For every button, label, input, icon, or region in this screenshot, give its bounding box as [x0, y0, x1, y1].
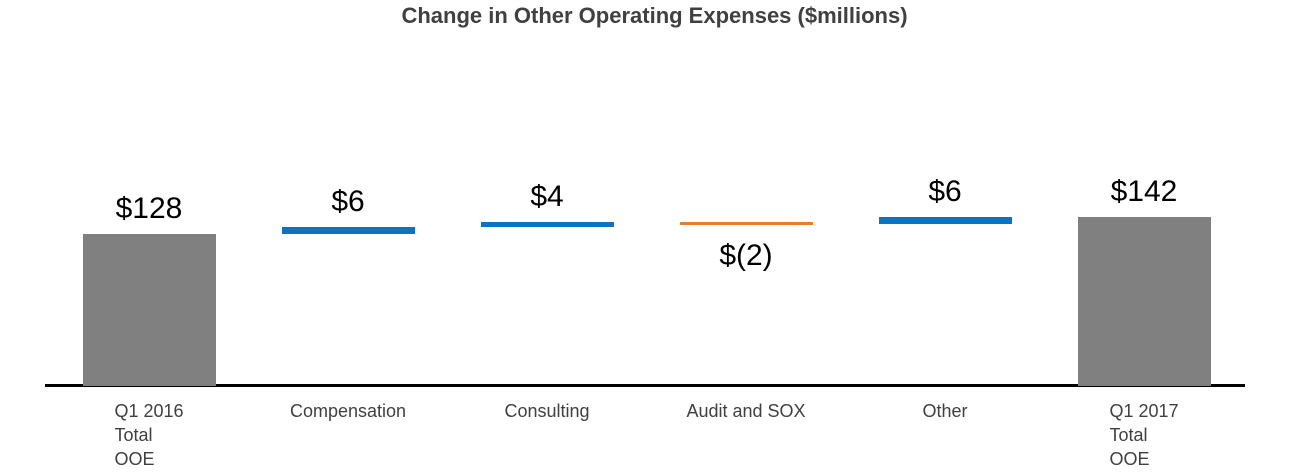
bar-q1-2017-total-ooe	[1077, 217, 1211, 386]
value-label-other: $6	[928, 175, 962, 209]
bar-audit-and-sox	[679, 221, 813, 225]
category-label-text: Compensation	[289, 401, 407, 421]
category-label-audit-and-sox: Audit and SOX	[647, 399, 846, 423]
value-label-q1-2017-total-ooe: $142	[1110, 175, 1178, 209]
category-label-q1-2017-total-ooe: Q1 2017 Total OOE	[1045, 399, 1244, 471]
category-label-other: Other	[846, 399, 1045, 423]
category-label-q1-2016-total-ooe: Q1 2016 Total OOE	[50, 399, 249, 471]
value-label-audit-and-sox: $(2)	[719, 239, 773, 273]
value-label-q1-2016-total-ooe: $128	[115, 191, 183, 225]
category-label-text: Audit and SOX	[686, 401, 806, 421]
bar-q1-2016-total-ooe	[82, 233, 216, 386]
value-label-consulting: $4	[530, 179, 564, 213]
bar-compensation	[281, 226, 415, 234]
bar-consulting	[480, 221, 614, 227]
category-label-compensation: Compensation	[249, 399, 448, 423]
category-label-text: Consulting	[504, 401, 590, 421]
category-label-text: Q1 2016 Total OOE	[114, 401, 184, 469]
value-label-compensation: $6	[331, 184, 365, 218]
category-label-consulting: Consulting	[448, 399, 647, 423]
bar-other	[878, 217, 1012, 225]
category-label-text: Other	[922, 401, 968, 421]
x-axis-line	[45, 384, 1245, 387]
category-label-text: Q1 2017 Total OOE	[1109, 401, 1179, 469]
chart-title: Change in Other Operating Expenses ($mil…	[401, 3, 908, 28]
